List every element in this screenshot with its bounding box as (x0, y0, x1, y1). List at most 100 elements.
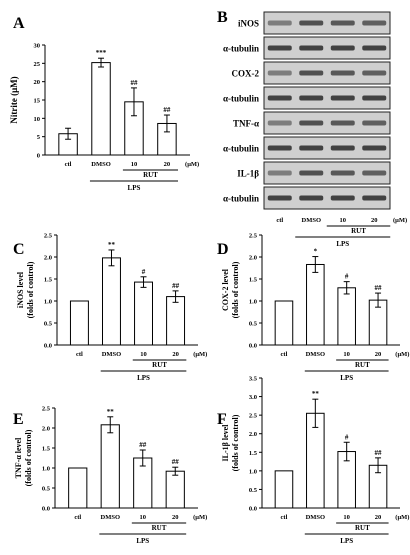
chart-1-bar-1 (102, 257, 121, 346)
chart-3-unit-label: (μM) (193, 514, 207, 521)
blot-unit-label: (μM) (393, 217, 407, 224)
blot-band-0-3 (362, 20, 387, 26)
chart-3-ytick-label-2: 1.0 (42, 466, 50, 473)
chart-2-ytick-label-5: 2.5 (249, 233, 258, 240)
chart-3-xtick-label-0: ctl (74, 514, 81, 521)
chart-2-ylabel-0: COX-2 level (221, 268, 230, 311)
blot-band-2-1 (299, 70, 324, 76)
chart-1-unit-label: (μM) (193, 351, 207, 358)
chart-2-significance-2: # (345, 273, 349, 281)
chart-3-ytick-label-1: 0.5 (42, 486, 51, 493)
chart-4-significance-2: # (345, 433, 349, 441)
chart-1-significance-3: ## (172, 282, 180, 290)
blot-rut-label: RUT (351, 227, 366, 235)
chart-1-ytick-label-1: 0.5 (44, 321, 53, 328)
chart-3-xtick-label-1: DMSO (101, 514, 121, 521)
chart-3-ylabel-0: TNF-α level (14, 437, 23, 478)
chart-2-bar-1 (306, 263, 325, 346)
blot-strip-6 (263, 161, 391, 185)
chart-4-ytick-label-4: 2.0 (249, 431, 257, 438)
chart-3-xtick-label-3: 20 (172, 514, 179, 521)
chart-3-ytick-label-4: 2.0 (42, 426, 50, 433)
blot-band-label-5: α-tubulin (223, 144, 259, 154)
chart-3-ytick-label-5: 2.5 (42, 406, 51, 413)
chart-1-xtick-label-2: 10 (140, 351, 147, 358)
blot-strip-4 (263, 111, 391, 135)
chart-3-bar-0 (68, 467, 88, 509)
chart-2-ytick-label-2: 1.0 (249, 299, 257, 306)
chart-4-xtick-label-3: 20 (375, 514, 382, 521)
chart-4-ytick-label-5: 2.5 (249, 413, 258, 420)
chart-4-panel-letter: F (217, 411, 227, 428)
chart-0-ytick-label-2: 10 (34, 116, 41, 123)
chart-2-ytick-label-1: 0.5 (249, 321, 258, 328)
chart-0-xtick-label-0: ctl (65, 161, 72, 168)
blot-band-1-1 (299, 45, 324, 51)
chart-4-ytick-label-7: 3.5 (249, 376, 258, 383)
chart-3-ylabel-1: (folds of control) (24, 429, 33, 486)
chart-0-xtick-label-3: 20 (164, 161, 171, 168)
chart-1-significance-2: # (142, 268, 146, 276)
chart-0-ytick-label-3: 15 (34, 98, 41, 105)
blot-band-4-1 (299, 120, 324, 126)
blot-lps-label: LPS (336, 240, 349, 248)
blot-band-0-1 (299, 20, 324, 26)
chart-4-significance-3: ## (375, 449, 383, 457)
chart-2-xtick-label-0: ctl (281, 351, 288, 358)
blot-band-6-3 (362, 170, 387, 176)
chart-2-unit-label: (μM) (395, 351, 409, 358)
chart-1-panel-letter: C (13, 241, 25, 258)
blot-band-label-2: COX-2 (232, 69, 260, 79)
chart-1-bar-2 (134, 281, 153, 346)
blot-band-5-3 (362, 145, 387, 151)
chart-1-bar-3 (166, 296, 186, 346)
blot-band-3-0 (267, 95, 292, 101)
chart-4-ytick-label-6: 3.0 (249, 394, 257, 401)
chart-0-significance-1: *** (96, 49, 107, 57)
chart-4-ytick-label-2: 1.0 (249, 468, 257, 475)
chart-1-xtick-label-1: DMSO (102, 351, 122, 358)
chart-1-ylabel-1: (folds of control) (26, 261, 35, 318)
blot-band-label-0: iNOS (238, 19, 259, 29)
chart-0-ytick-label-0: 0 (37, 153, 40, 160)
chart-2-panel-letter: D (217, 241, 229, 258)
blot-band-label-1: α-tubulin (223, 44, 259, 54)
chart-4-bar-0 (274, 470, 294, 509)
chart-2-significance-1: * (314, 248, 318, 256)
blot-strip-3 (263, 86, 391, 110)
blot-band-label-3: α-tubulin (223, 94, 259, 104)
blot-band-7-0 (267, 195, 292, 201)
chart-0-xtick-label-1: DMSO (91, 161, 111, 168)
chart-4-lps-label: LPS (340, 537, 353, 545)
chart-1-ytick-label-3: 1.5 (44, 277, 53, 284)
chart-4-ytick-label-1: 0.5 (249, 487, 258, 494)
blot-band-7-2 (330, 195, 355, 201)
blot-panel-letter: B (217, 9, 228, 26)
chart-2-bar-0 (274, 300, 294, 346)
chart-4-ytick-label-0: 0.0 (249, 506, 257, 513)
chart-2-ytick-label-4: 2.0 (249, 255, 257, 262)
blot-band-6-2 (330, 170, 355, 176)
blot-strip-0 (263, 11, 391, 35)
chart-3-ytick-label-0: 0.0 (42, 506, 50, 513)
chart-1-ytick-label-0: 0.0 (44, 343, 52, 350)
chart-2-rut-label: RUT (355, 361, 370, 369)
chart-1-lps-label: LPS (137, 374, 150, 382)
chart-1-ytick-label-2: 1.0 (44, 299, 52, 306)
chart-3-significance-3: ## (172, 458, 180, 466)
chart-1-ytick-label-5: 2.5 (44, 233, 53, 240)
chart-0-bar-1 (91, 62, 111, 156)
blot-band-4-2 (330, 120, 355, 126)
blot-band-6-0 (267, 170, 292, 176)
chart-0-ytick-label-6: 30 (34, 43, 41, 50)
chart-3-xtick-label-2: 10 (140, 514, 147, 521)
blot-band-6-1 (299, 170, 324, 176)
chart-2-xtick-label-1: DMSO (306, 351, 326, 358)
chart-0-panel-letter: A (13, 15, 25, 32)
chart-0-significance-3: ## (163, 106, 171, 114)
chart-2-lps-label: LPS (340, 374, 353, 382)
blot-strip-5 (263, 136, 391, 160)
chart-0-ytick-label-4: 20 (34, 79, 41, 86)
chart-4-xtick-label-2: 10 (343, 514, 350, 521)
